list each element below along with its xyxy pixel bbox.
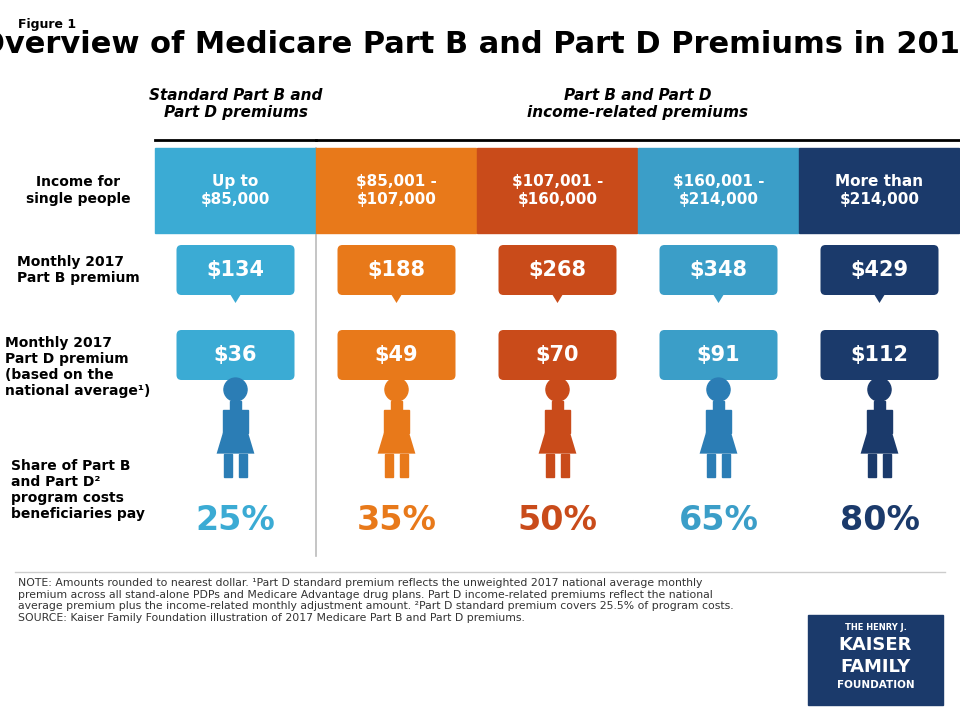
Polygon shape (549, 290, 565, 303)
Bar (638, 148, 798, 233)
Bar (477, 148, 637, 233)
Bar (239, 454, 247, 477)
Text: KAISER: KAISER (839, 636, 912, 654)
Text: $160,001 -
$214,000: $160,001 - $214,000 (673, 174, 764, 207)
Bar (707, 454, 715, 477)
Bar (808, 615, 943, 705)
Polygon shape (710, 290, 727, 303)
Polygon shape (389, 375, 404, 388)
Polygon shape (389, 290, 404, 303)
Text: $70: $70 (536, 345, 579, 365)
Polygon shape (549, 375, 565, 388)
Text: Up to
$85,000: Up to $85,000 (201, 174, 270, 207)
Text: Figure 1: Figure 1 (18, 18, 76, 31)
Bar (867, 410, 892, 433)
Text: $348: $348 (689, 260, 748, 280)
Text: $188: $188 (368, 260, 425, 280)
Text: $49: $49 (374, 345, 419, 365)
Text: 80%: 80% (840, 503, 920, 536)
Text: NOTE: Amounts rounded to nearest dollar. ¹Part D standard premium reflects the u: NOTE: Amounts rounded to nearest dollar.… (18, 578, 733, 623)
Text: $91: $91 (697, 345, 740, 365)
Text: $36: $36 (214, 345, 257, 365)
Text: 50%: 50% (517, 503, 597, 536)
Bar (316, 148, 476, 233)
Text: $85,001 -
$107,000: $85,001 - $107,000 (356, 174, 437, 207)
Bar (722, 454, 730, 477)
Text: $268: $268 (529, 260, 587, 280)
Text: 65%: 65% (679, 503, 758, 536)
Text: FOUNDATION: FOUNDATION (837, 680, 914, 690)
Text: Share of Part B
and Part D²
program costs
beneficiaries pay: Share of Part B and Part D² program cost… (12, 459, 145, 521)
Circle shape (385, 378, 408, 401)
Bar (545, 410, 570, 433)
FancyBboxPatch shape (177, 330, 295, 380)
Bar (799, 148, 959, 233)
Text: Part B and Part D
income-related premiums: Part B and Part D income-related premium… (527, 88, 749, 120)
Text: 35%: 35% (356, 503, 437, 536)
Bar (875, 401, 885, 410)
Bar (399, 454, 408, 477)
Text: 25%: 25% (196, 503, 276, 536)
Text: $429: $429 (851, 260, 908, 280)
Polygon shape (539, 433, 576, 454)
Circle shape (224, 378, 247, 401)
Polygon shape (872, 375, 887, 388)
Text: THE HENRY J.: THE HENRY J. (845, 623, 906, 631)
Text: Monthly 2017
Part D premium
(based on the
national average¹): Monthly 2017 Part D premium (based on th… (6, 336, 151, 398)
Bar (868, 454, 876, 477)
Polygon shape (377, 433, 416, 454)
Bar (224, 454, 232, 477)
FancyBboxPatch shape (177, 245, 295, 295)
Bar (384, 410, 409, 433)
FancyBboxPatch shape (660, 245, 778, 295)
Text: Monthly 2017
Part B premium: Monthly 2017 Part B premium (16, 255, 139, 285)
Bar (561, 454, 569, 477)
Text: Standard Part B and
Part D premiums: Standard Part B and Part D premiums (149, 88, 323, 120)
Bar (713, 401, 724, 410)
FancyBboxPatch shape (498, 245, 616, 295)
Circle shape (546, 378, 569, 401)
FancyBboxPatch shape (821, 245, 939, 295)
Bar (882, 454, 891, 477)
FancyBboxPatch shape (660, 330, 778, 380)
Bar (552, 401, 563, 410)
Text: More than
$214,000: More than $214,000 (835, 174, 924, 207)
Polygon shape (872, 290, 887, 303)
FancyBboxPatch shape (498, 330, 616, 380)
Text: $107,001 -
$160,000: $107,001 - $160,000 (512, 174, 603, 207)
FancyBboxPatch shape (338, 330, 455, 380)
Text: $112: $112 (851, 345, 908, 365)
Bar (385, 454, 394, 477)
Polygon shape (710, 375, 727, 388)
Bar (392, 401, 401, 410)
Text: Income for
single people: Income for single people (26, 176, 131, 206)
FancyBboxPatch shape (338, 245, 455, 295)
Polygon shape (860, 433, 899, 454)
Polygon shape (228, 375, 244, 388)
Polygon shape (228, 290, 244, 303)
Polygon shape (217, 433, 254, 454)
Polygon shape (700, 433, 737, 454)
Circle shape (707, 378, 730, 401)
Text: $134: $134 (206, 260, 265, 280)
Bar (223, 410, 248, 433)
Circle shape (868, 378, 891, 401)
Bar (230, 401, 241, 410)
Bar (155, 148, 315, 233)
Text: FAMILY: FAMILY (840, 658, 911, 676)
FancyBboxPatch shape (821, 330, 939, 380)
Text: Overview of Medicare Part B and Part D Premiums in 2017: Overview of Medicare Part B and Part D P… (0, 30, 960, 59)
Bar (546, 454, 554, 477)
Bar (706, 410, 732, 433)
